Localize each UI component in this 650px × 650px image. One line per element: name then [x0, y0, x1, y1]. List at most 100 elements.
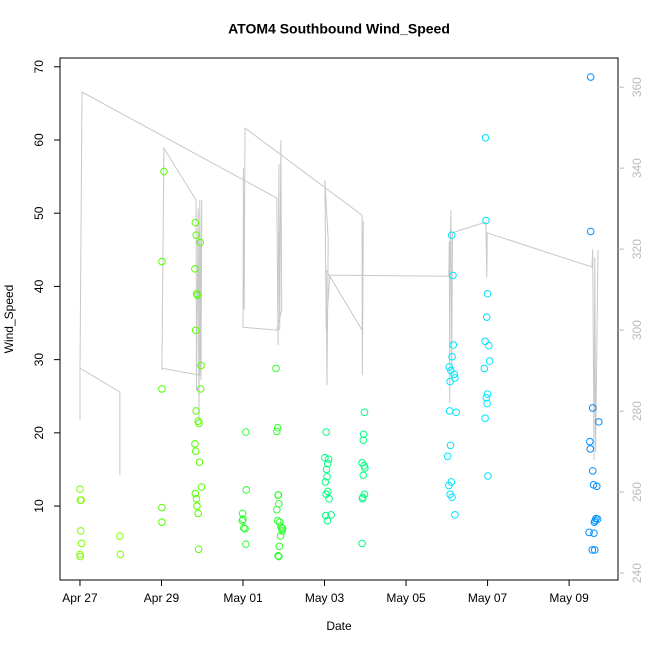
point	[76, 552, 85, 561]
point	[274, 552, 282, 560]
point	[158, 518, 166, 526]
y-tick-label: 40	[32, 279, 46, 293]
point	[192, 231, 200, 239]
x-tick-label: May 05	[386, 591, 426, 605]
point	[323, 516, 332, 525]
point	[322, 428, 330, 436]
point	[197, 483, 206, 491]
point	[158, 503, 166, 512]
point	[358, 494, 367, 503]
point	[191, 326, 200, 335]
point	[483, 399, 491, 408]
point	[116, 532, 124, 540]
point	[197, 361, 205, 370]
point	[323, 472, 331, 481]
point	[485, 357, 494, 365]
x-tick-label: May 03	[305, 591, 345, 605]
point	[195, 419, 203, 428]
x-tick-label: Apr 27	[62, 591, 98, 605]
point	[321, 511, 330, 520]
point	[443, 452, 452, 461]
point	[452, 408, 460, 417]
point	[359, 436, 368, 444]
chart-title: ATOM4 Southbound Wind_Speed	[228, 21, 450, 37]
y2-tick-label: 240	[630, 563, 644, 583]
point	[590, 518, 599, 526]
y-tick-label: 10	[32, 499, 46, 513]
point	[593, 482, 601, 491]
y2-tick-label: 360	[630, 77, 644, 97]
point	[276, 532, 285, 540]
point	[446, 441, 455, 450]
x-axis-label: Date	[326, 619, 352, 633]
x-tick-label: May 01	[223, 591, 263, 605]
point	[358, 539, 366, 548]
y-axis-label: Wind_Speed	[2, 285, 16, 354]
point	[447, 231, 456, 239]
point	[480, 364, 489, 373]
point	[321, 453, 329, 462]
point	[445, 363, 454, 371]
point	[359, 430, 368, 439]
point	[588, 546, 597, 554]
y-tick-label: 30	[32, 353, 46, 367]
y-tick-label: 60	[32, 133, 46, 147]
point	[451, 511, 459, 519]
point	[586, 437, 594, 446]
point	[238, 516, 246, 525]
point	[321, 478, 330, 486]
point	[275, 542, 284, 551]
point	[76, 527, 85, 535]
point	[277, 522, 285, 531]
point	[590, 529, 598, 537]
point	[445, 481, 453, 490]
point	[482, 393, 491, 402]
point	[192, 494, 201, 503]
point	[449, 271, 457, 280]
point	[238, 509, 247, 518]
y2-tick-label: 320	[630, 239, 644, 259]
point	[77, 539, 86, 548]
point	[194, 509, 202, 518]
point	[324, 455, 333, 464]
point	[158, 257, 166, 266]
x-tick-label: May 09	[549, 591, 589, 605]
point	[361, 464, 369, 472]
point	[481, 337, 489, 346]
point	[325, 494, 333, 503]
point	[158, 385, 166, 393]
point	[323, 459, 332, 468]
point	[277, 524, 286, 532]
point	[483, 390, 492, 398]
point	[273, 427, 281, 436]
point	[590, 546, 599, 554]
point	[239, 515, 247, 524]
point	[484, 341, 493, 350]
point	[591, 516, 599, 525]
point	[193, 502, 201, 510]
point	[196, 385, 205, 393]
point	[160, 167, 168, 176]
point	[191, 447, 200, 455]
point	[76, 485, 84, 494]
point	[586, 227, 595, 236]
point	[585, 528, 593, 537]
point	[241, 524, 249, 533]
point	[482, 313, 491, 321]
point	[192, 289, 201, 298]
y-tick-label: 20	[32, 426, 46, 440]
point	[446, 377, 454, 386]
point	[360, 408, 369, 417]
point	[278, 527, 286, 535]
x-tick-label: May 07	[468, 591, 508, 605]
point	[481, 134, 490, 142]
point	[482, 216, 490, 225]
point	[586, 73, 595, 81]
point	[191, 218, 200, 227]
point	[191, 489, 200, 498]
point	[274, 491, 283, 499]
point	[273, 505, 281, 514]
point	[275, 552, 283, 561]
